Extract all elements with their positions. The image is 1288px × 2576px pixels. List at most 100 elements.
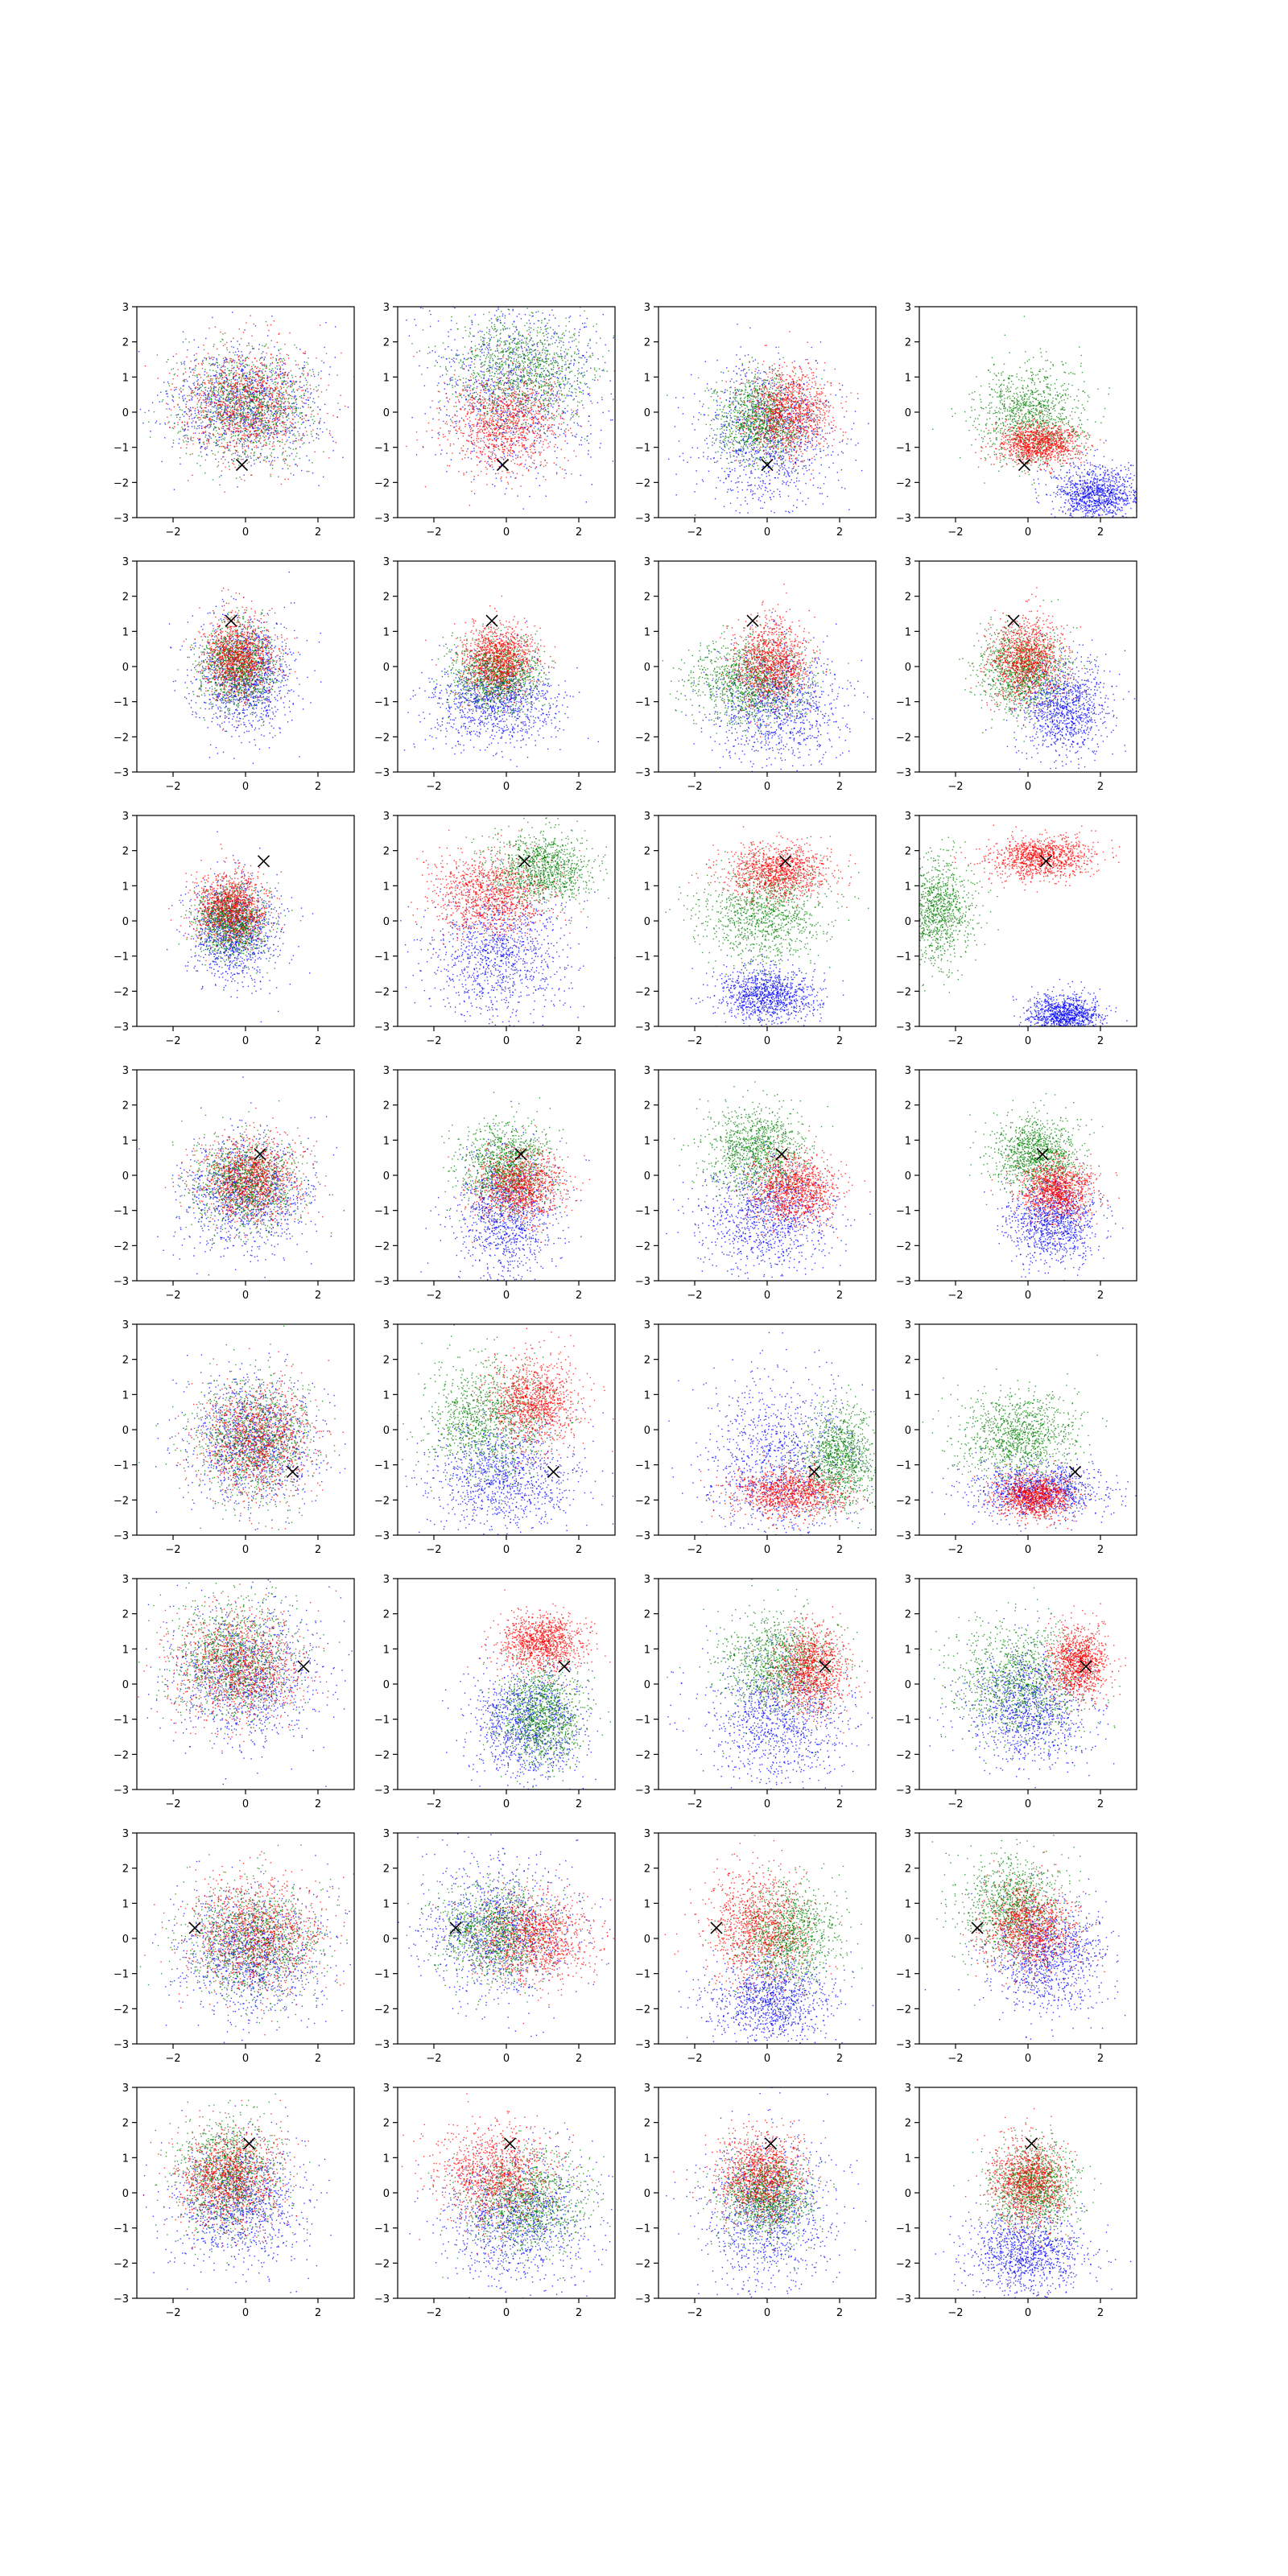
blue-point [262, 351, 263, 352]
blue-point [503, 429, 504, 430]
red-point [271, 432, 272, 433]
blue-point [571, 418, 572, 419]
y-tick-label: 0 [122, 407, 129, 419]
green-point [194, 426, 195, 427]
green-point [187, 395, 188, 396]
red-point [233, 417, 234, 418]
red-point [232, 425, 233, 426]
blue-point [259, 344, 260, 345]
blue-point [313, 398, 314, 399]
blue-point [294, 391, 295, 392]
red-point [281, 387, 282, 388]
red-point [192, 437, 193, 438]
green-point [275, 431, 276, 432]
red-point [284, 463, 285, 464]
green-point [290, 406, 291, 407]
blue-point [254, 380, 255, 381]
blue-point [495, 457, 496, 458]
green-point [198, 455, 199, 456]
blue-point [562, 418, 563, 419]
green-point [311, 434, 312, 435]
green-point [192, 440, 193, 441]
green-point [176, 417, 177, 418]
red-point [203, 391, 204, 392]
red-point [279, 410, 280, 411]
green-point [546, 350, 547, 351]
blue-point [250, 465, 251, 466]
blue-point [301, 397, 302, 398]
blue-point [518, 314, 519, 315]
green-point [536, 360, 537, 361]
red-point [256, 391, 257, 392]
red-point [258, 457, 259, 458]
green-point [523, 365, 524, 366]
blue-point [293, 423, 294, 424]
green-point [512, 363, 513, 364]
blue-point [509, 454, 510, 455]
green-point [511, 368, 512, 369]
blue-point [500, 380, 501, 381]
blue-point [223, 452, 224, 453]
green-point [272, 368, 273, 369]
red-point [245, 416, 246, 417]
blue-point [218, 394, 219, 395]
blue-point [267, 429, 268, 430]
red-point [248, 385, 249, 386]
red-point [227, 428, 228, 429]
red-point [225, 357, 226, 358]
blue-point [325, 322, 326, 323]
green-point [294, 459, 295, 460]
green-point [200, 412, 201, 413]
blue-point [271, 428, 272, 429]
blue-point [186, 413, 187, 414]
blue-point [441, 357, 442, 358]
red-point [270, 463, 271, 464]
green-point [224, 410, 225, 411]
blue-point [570, 395, 571, 396]
green-point [574, 352, 575, 353]
green-point [565, 379, 566, 380]
blue-point [244, 329, 245, 330]
blue-point [302, 422, 303, 423]
blue-point [550, 327, 551, 328]
green-point [496, 371, 497, 372]
green-point [515, 384, 516, 385]
red-point [263, 444, 264, 445]
green-point [301, 413, 302, 414]
green-point [282, 415, 283, 416]
blue-point [489, 390, 490, 391]
red-point [231, 358, 232, 359]
red-point [226, 432, 227, 433]
green-point [260, 421, 261, 422]
blue-point [276, 365, 277, 366]
green-point [560, 338, 561, 339]
green-point [526, 308, 527, 309]
green-point [476, 355, 477, 356]
red-point [236, 423, 237, 424]
blue-point [544, 378, 545, 379]
blue-point [584, 375, 585, 376]
green-point [238, 410, 239, 411]
blue-point [292, 443, 293, 444]
green-point [280, 400, 281, 401]
red-point [262, 418, 263, 419]
blue-point [497, 379, 498, 380]
blue-point [255, 418, 256, 419]
blue-point [471, 320, 472, 321]
green-point [236, 478, 237, 479]
blue-point [303, 365, 304, 366]
red-point [222, 405, 223, 406]
blue-point [185, 435, 186, 436]
red-point [203, 393, 204, 394]
green-point [216, 430, 217, 431]
green-point [529, 349, 530, 350]
red-point [259, 404, 260, 405]
blue-point [222, 439, 223, 440]
green-point [505, 342, 506, 343]
red-point [231, 459, 232, 460]
green-point [247, 392, 248, 393]
red-point [267, 420, 268, 421]
blue-point [506, 419, 507, 420]
green-point [258, 377, 259, 378]
red-point [279, 404, 280, 405]
